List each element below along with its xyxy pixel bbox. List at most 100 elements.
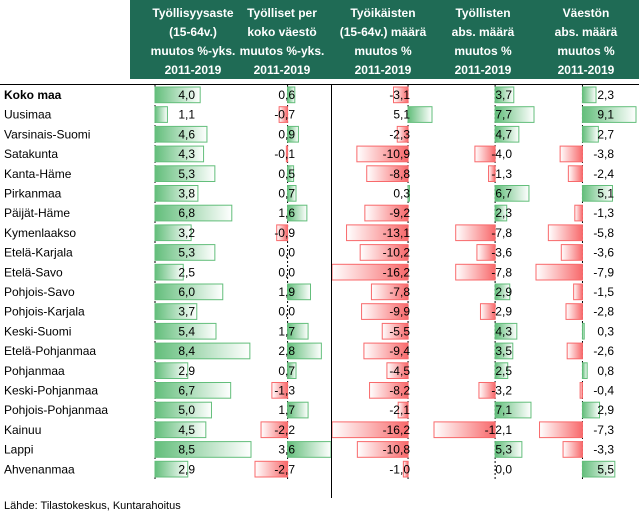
data-bar	[287, 342, 322, 360]
data-value-label: 0,3	[393, 187, 410, 201]
data-value-label: 0,0	[278, 305, 295, 319]
data-value-label: -5,8	[593, 226, 614, 240]
data-value-label: 1,6	[278, 206, 295, 220]
data-bar	[565, 303, 583, 320]
data-bar	[433, 421, 496, 439]
column-header-line: 2011-2019	[558, 63, 615, 77]
data-bar	[581, 322, 585, 340]
data-bar	[154, 106, 168, 123]
region-label: Kanta-Häme	[4, 167, 72, 181]
data-value-label: 4,3	[178, 147, 195, 161]
data-value-label: -9,9	[389, 305, 410, 319]
data-value-label: 3,6	[278, 443, 295, 457]
data-bar	[562, 441, 583, 458]
data-value-label: -4,0	[491, 147, 512, 161]
region-label: Lappi	[4, 443, 33, 457]
data-value-label: 0,0	[495, 462, 512, 476]
source-note: Lähde: Tilastokeskus, Kuntarahoitus	[4, 500, 181, 512]
data-bar	[278, 106, 289, 123]
data-bar	[581, 185, 613, 202]
data-bar	[287, 204, 308, 222]
data-bar	[381, 322, 409, 340]
data-bar	[488, 165, 496, 183]
data-bar	[154, 224, 192, 242]
region-label: Kainuu	[4, 423, 41, 437]
data-value-label: -2,8	[593, 305, 614, 319]
data-value-label: -16,2	[383, 265, 411, 279]
data-value-label: 0,0	[278, 246, 295, 260]
data-bar	[363, 342, 409, 360]
data-value-label: 3,7	[495, 88, 512, 102]
data-value-label: -3,1	[389, 88, 410, 102]
data-value-label: 2,3	[597, 88, 614, 102]
data-value-label: 5,1	[597, 187, 614, 201]
data-bar	[566, 342, 583, 360]
data-value-label: -10,9	[383, 147, 411, 161]
data-bar	[494, 342, 514, 360]
data-value-label: -1,3	[274, 384, 295, 398]
data-bar	[154, 86, 201, 104]
data-bar	[364, 204, 409, 222]
data-value-label: -7,9	[593, 265, 614, 279]
column-header-line: abs. määrä	[555, 25, 618, 39]
data-value-label: 3,2	[178, 226, 195, 240]
region-label: Etelä-Savo	[4, 265, 63, 279]
data-value-label: 4,6	[178, 127, 195, 141]
data-bar	[494, 106, 535, 123]
data-bar	[154, 382, 232, 399]
data-bar	[370, 283, 409, 301]
data-bar	[154, 303, 198, 320]
data-bar	[474, 145, 496, 163]
data-value-label: -0,4	[593, 384, 614, 398]
data-bar	[287, 165, 295, 183]
data-bar	[494, 204, 508, 222]
data-value-label: 2,9	[178, 462, 195, 476]
data-value-label: -5,5	[389, 324, 410, 338]
data-value-label: 4,7	[495, 127, 512, 141]
data-value-label: 5,5	[597, 462, 614, 476]
data-value-label: 6,0	[178, 285, 195, 299]
data-value-label: -3,6	[491, 246, 512, 260]
data-bar	[581, 401, 601, 419]
data-bar	[154, 401, 212, 419]
data-bar	[154, 204, 233, 222]
data-bar	[369, 382, 409, 399]
region-label: Koko maa	[4, 88, 62, 102]
data-bar	[494, 401, 532, 419]
data-bar	[154, 441, 252, 458]
data-bar	[287, 185, 297, 202]
data-bar	[154, 185, 199, 202]
data-bar	[154, 145, 205, 163]
data-value-label: -2,3	[389, 127, 410, 141]
column-header-line: Työllisten	[455, 6, 510, 20]
data-value-label: -1,3	[593, 206, 614, 220]
data-bar	[494, 283, 511, 301]
data-bar	[494, 441, 523, 458]
data-value-label: 4,3	[495, 324, 512, 338]
region-label: Keski-Pohjanmaa	[4, 384, 98, 398]
data-bar	[455, 224, 496, 242]
data-value-label: -8,2	[389, 384, 410, 398]
column-header-line: 2011-2019	[455, 63, 512, 77]
data-value-label: 8,4	[178, 344, 195, 358]
region-label: Pirkanmaa	[4, 187, 62, 201]
column-header-line: 2011-2019	[254, 63, 311, 77]
data-value-label: 4,0	[178, 88, 195, 102]
data-value-label: 1,9	[278, 285, 295, 299]
data-bar	[154, 342, 251, 360]
data-value-label: -10,2	[383, 246, 411, 260]
data-value-label: -7,8	[389, 285, 410, 299]
region-label: Etelä-Pohjanmaa	[4, 344, 96, 358]
column-header-line: (15-64v.) määrä	[340, 25, 427, 39]
data-bar	[361, 303, 409, 320]
region-label: Etelä-Karjala	[4, 246, 73, 260]
data-value-label: 8,5	[178, 443, 195, 457]
data-value-label: 2,9	[495, 285, 512, 299]
data-value-label: -3,2	[491, 384, 512, 398]
data-value-label: -3,6	[593, 246, 614, 260]
data-bar	[285, 145, 289, 163]
data-value-label: 3,8	[178, 187, 195, 201]
region-label: Pohjois-Savo	[4, 285, 75, 299]
column-header-line: Väestön	[563, 6, 610, 20]
